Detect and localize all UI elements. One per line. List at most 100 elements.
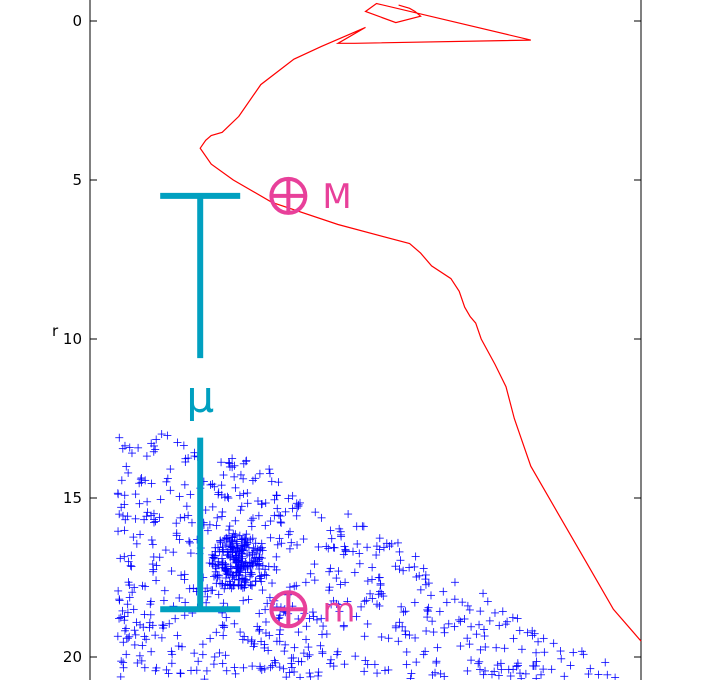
scatter-point bbox=[276, 611, 285, 620]
scatter-point bbox=[325, 586, 334, 595]
scatter-point bbox=[318, 630, 327, 639]
scatter-point bbox=[270, 562, 279, 571]
scatter-point bbox=[228, 571, 237, 580]
scatter-point bbox=[374, 573, 383, 582]
scatter-point bbox=[402, 660, 411, 669]
scatter-point bbox=[249, 544, 258, 553]
scatter-point bbox=[355, 549, 364, 558]
scatter-point bbox=[334, 600, 343, 609]
scatter-point bbox=[203, 526, 212, 535]
scatter-point bbox=[218, 621, 227, 630]
scatter-point bbox=[122, 650, 131, 659]
scatter-point bbox=[142, 512, 151, 521]
y-tick-label-3: 15 bbox=[63, 489, 82, 507]
scatter-point bbox=[237, 549, 246, 558]
scatter-point bbox=[119, 658, 128, 667]
scatter-point bbox=[152, 435, 161, 444]
scatter-point bbox=[465, 640, 474, 649]
scatter-point bbox=[368, 594, 377, 603]
scatter-point bbox=[222, 541, 231, 550]
scatter-point bbox=[141, 476, 150, 485]
scatter-point bbox=[421, 647, 430, 656]
scatter-point bbox=[246, 580, 255, 589]
upper-marker-label: M bbox=[322, 177, 351, 217]
upper-marker-symbol bbox=[269, 176, 308, 215]
scatter-point bbox=[205, 558, 214, 567]
scatter-point bbox=[255, 572, 264, 581]
scatter-point bbox=[194, 657, 203, 666]
scatter-point bbox=[294, 500, 303, 509]
scatter-point bbox=[257, 500, 266, 509]
scatter-point bbox=[210, 652, 219, 661]
scatter-point bbox=[227, 536, 236, 545]
scatter-point bbox=[226, 542, 235, 551]
scatter-point bbox=[217, 554, 226, 563]
scatter-point bbox=[373, 600, 382, 609]
scatter-point bbox=[373, 669, 382, 678]
scatter-point bbox=[225, 462, 234, 471]
scatter-point bbox=[243, 499, 252, 508]
scatter-point bbox=[454, 615, 463, 624]
scatter-point bbox=[528, 631, 537, 640]
scatter-point bbox=[120, 626, 129, 635]
scatter-point bbox=[216, 538, 225, 547]
scatter-point bbox=[211, 547, 220, 556]
scatter-point bbox=[326, 564, 335, 573]
scatter-point bbox=[357, 602, 366, 611]
scatter-point bbox=[275, 663, 284, 672]
scatter-point bbox=[180, 611, 189, 620]
scatter-point bbox=[256, 662, 265, 671]
scatter-point bbox=[219, 631, 228, 640]
scatter-point bbox=[254, 555, 263, 564]
scatter-point bbox=[176, 513, 185, 522]
scatter-point bbox=[368, 563, 377, 572]
scatter-point bbox=[439, 587, 448, 596]
scatter-point bbox=[399, 608, 408, 617]
scatter-point bbox=[219, 471, 228, 480]
scatter-point bbox=[217, 458, 226, 467]
scatter-point bbox=[497, 665, 506, 674]
scatter-point bbox=[376, 579, 385, 588]
scatter-point bbox=[368, 575, 377, 584]
scatter-point bbox=[411, 552, 420, 561]
scatter-point bbox=[118, 444, 127, 453]
scatter-point bbox=[116, 554, 125, 563]
scatter-point bbox=[557, 654, 566, 663]
scatter-point bbox=[539, 665, 548, 674]
scatter-point bbox=[299, 535, 308, 544]
scatter-point bbox=[517, 645, 526, 654]
scatter-point bbox=[363, 577, 372, 586]
scatter-point bbox=[222, 666, 231, 675]
scatter-point bbox=[127, 551, 136, 560]
scatter-point bbox=[149, 447, 158, 456]
scatter-point bbox=[254, 511, 263, 520]
scatter-point bbox=[532, 674, 541, 680]
scatter-point bbox=[460, 614, 469, 623]
scatter-point bbox=[129, 533, 138, 542]
scatter-point bbox=[173, 631, 182, 640]
scatter-point bbox=[302, 635, 311, 644]
scatter-point bbox=[301, 578, 310, 587]
scatter-point bbox=[311, 508, 320, 517]
scatter-point bbox=[450, 578, 459, 587]
scatter-point bbox=[530, 629, 539, 638]
scatter-point bbox=[130, 583, 139, 592]
scatter-point bbox=[332, 574, 341, 583]
scatter-point bbox=[492, 643, 501, 652]
scatter-point bbox=[137, 473, 146, 482]
scatter-point bbox=[412, 658, 421, 667]
scatter-point bbox=[375, 601, 384, 610]
scatter-point bbox=[223, 492, 232, 501]
scatter-point bbox=[362, 596, 371, 605]
scatter-point bbox=[251, 576, 260, 585]
scatter-point bbox=[166, 486, 175, 495]
scatter-point bbox=[185, 538, 194, 547]
scatter-point bbox=[115, 595, 124, 604]
scatter-point bbox=[239, 596, 248, 605]
scatter-point bbox=[209, 572, 218, 581]
scatter-point bbox=[515, 626, 524, 635]
scatter-point bbox=[292, 581, 301, 590]
scatter-point bbox=[435, 607, 444, 616]
scatter-point bbox=[261, 629, 270, 638]
scatter-point bbox=[349, 547, 358, 556]
